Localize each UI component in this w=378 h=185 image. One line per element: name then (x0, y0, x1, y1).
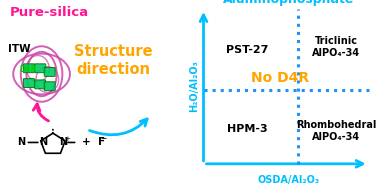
Text: N: N (17, 137, 25, 147)
FancyBboxPatch shape (23, 64, 34, 73)
Text: OSDA/Al₂O₃: OSDA/Al₂O₃ (258, 175, 320, 185)
Text: Aluminophosphate: Aluminophosphate (223, 0, 355, 6)
Text: D4R: D4R (19, 65, 36, 74)
Text: PST-27: PST-27 (226, 45, 268, 55)
FancyBboxPatch shape (23, 79, 34, 88)
Text: Structure
direction: Structure direction (74, 44, 153, 77)
Text: H₂O/Al₂O₃: H₂O/Al₂O₃ (189, 60, 199, 112)
Text: Pure-silica: Pure-silica (9, 6, 88, 18)
FancyBboxPatch shape (44, 82, 55, 91)
Text: Triclinic
AlPO₄-34: Triclinic AlPO₄-34 (312, 36, 360, 58)
FancyBboxPatch shape (44, 68, 55, 76)
Text: N: N (59, 137, 67, 147)
Text: −: − (100, 134, 106, 143)
Text: No D4R: No D4R (251, 71, 309, 85)
Text: +: + (65, 136, 71, 142)
Text: +  F: + F (82, 137, 105, 147)
FancyBboxPatch shape (35, 80, 46, 89)
Text: HPM-3: HPM-3 (227, 124, 267, 134)
Text: Rhombohedral
AlPO₄-34: Rhombohedral AlPO₄-34 (296, 120, 376, 142)
Text: N: N (39, 137, 47, 147)
Text: ITW: ITW (8, 44, 30, 54)
FancyBboxPatch shape (35, 64, 46, 73)
